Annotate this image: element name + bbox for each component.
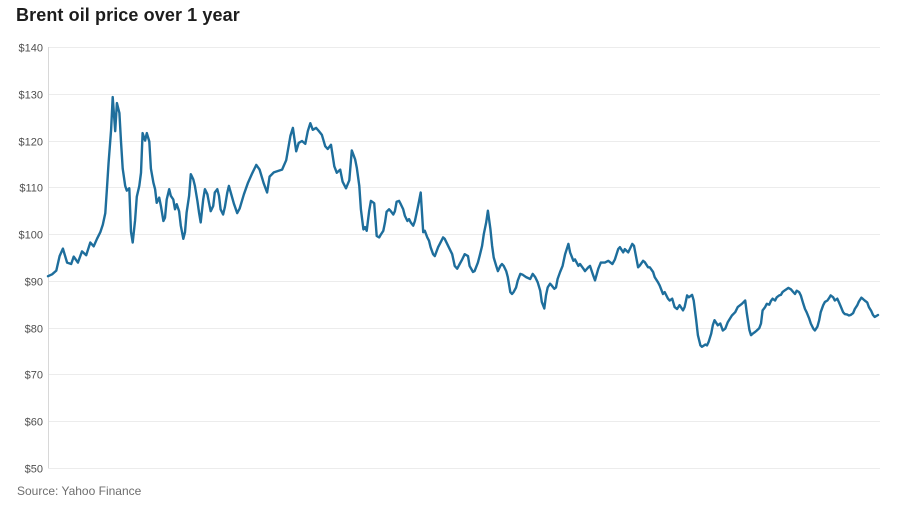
y-axis-tick-label: $70 — [25, 370, 43, 382]
price-line — [46, 95, 880, 348]
y-axis-tick-label: $60 — [25, 417, 43, 429]
y-axis-tick-label: $90 — [25, 277, 43, 289]
source-note: Source: Yahoo Finance — [17, 484, 142, 498]
chart-title: Brent oil price over 1 year — [16, 5, 240, 25]
y-axis-tick-label: $110 — [19, 183, 43, 195]
y-axis-tick-label: $140 — [19, 43, 43, 55]
y-axis-tick-label: $100 — [19, 230, 43, 242]
y-axis-tick-label: $50 — [25, 464, 43, 476]
y-axis-tick-label: $130 — [19, 90, 43, 102]
y-axis-tick-label: $120 — [19, 137, 43, 149]
y-axis-tick-label: $80 — [25, 324, 43, 336]
